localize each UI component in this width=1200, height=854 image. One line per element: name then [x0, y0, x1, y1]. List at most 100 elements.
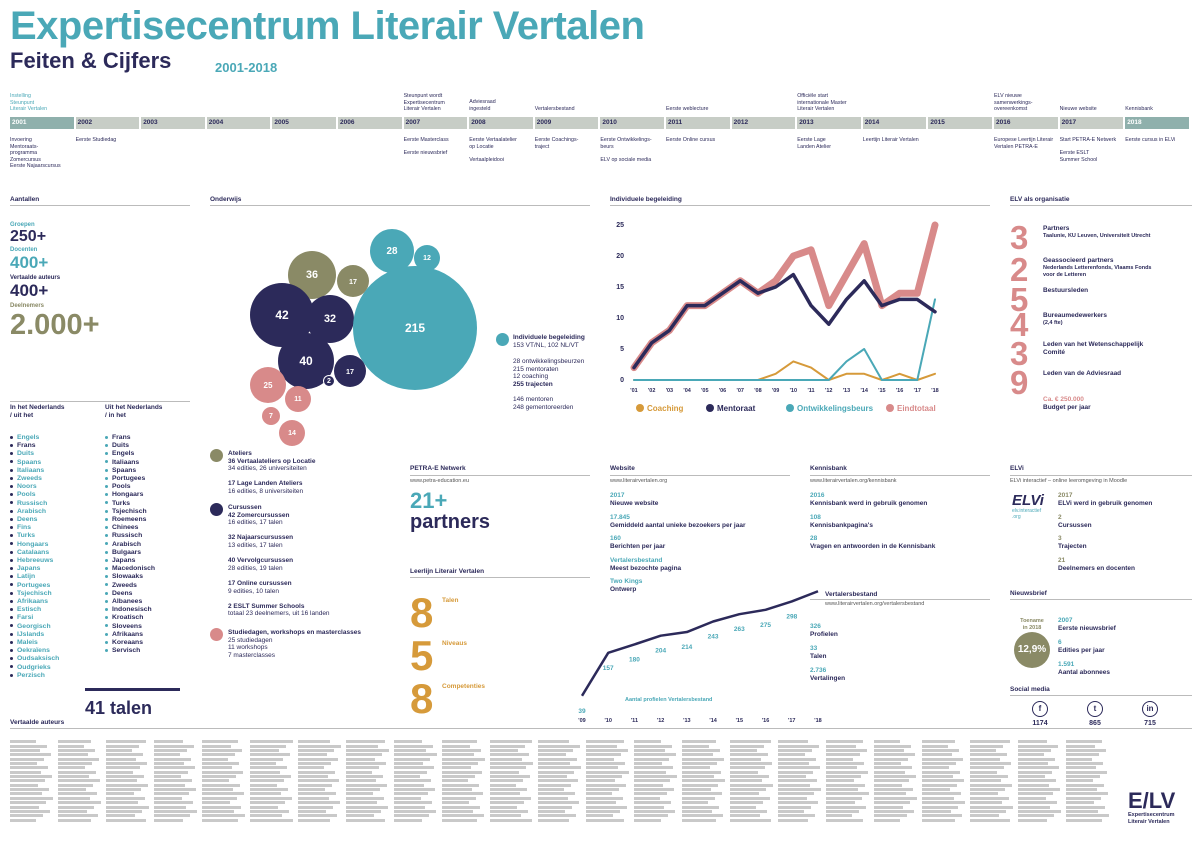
authors-column — [490, 739, 536, 849]
deelnemers-value: 2.000+ — [10, 309, 100, 341]
language-item: Noors — [10, 483, 59, 491]
list-line: 40 Vervolgcursussen — [228, 557, 294, 565]
timeline-year: 2017 — [1059, 117, 1124, 129]
list-line: 255 trajecten — [513, 380, 553, 388]
language-item: Zweeds — [10, 475, 59, 483]
groepen-label: Groepen — [10, 222, 35, 228]
ib-sub: 153 VT/NL, 102 NL/VT — [513, 342, 579, 349]
bullet-icon — [10, 452, 13, 456]
stat-value: Two Kings — [610, 578, 643, 585]
language-item: Albanees — [105, 598, 155, 606]
author-name — [490, 762, 533, 766]
language-item: Russisch — [105, 532, 155, 540]
author-name — [778, 779, 817, 783]
bullet-icon — [10, 542, 13, 546]
author-name — [10, 775, 52, 779]
language-item: Arabisch — [105, 541, 155, 549]
author-name — [58, 809, 87, 813]
author-name — [394, 805, 425, 809]
author-name — [58, 779, 100, 783]
bullet-icon — [10, 509, 13, 513]
author-name — [442, 744, 470, 748]
list-line: 17 Online cursussen — [228, 579, 292, 587]
author-name — [874, 753, 915, 757]
language-label: Roemeens — [112, 516, 147, 524]
author-name — [106, 762, 147, 766]
author-name — [634, 805, 664, 809]
author-name — [490, 796, 531, 800]
language-item: Georgisch — [10, 623, 59, 631]
stat-label: Nieuwe website — [610, 500, 659, 507]
author-name — [1066, 779, 1093, 783]
author-name — [58, 740, 91, 744]
timeline-event-below: Leertijn Literair Vertalen — [862, 137, 919, 143]
author-name — [58, 783, 93, 787]
author-name — [970, 779, 1001, 783]
timeline-year: 2007 — [403, 117, 468, 129]
language-label: Noors — [17, 483, 37, 491]
author-name — [10, 814, 43, 818]
author-name — [490, 779, 523, 783]
author-name — [106, 766, 140, 770]
bubble: 25 — [250, 367, 286, 403]
author-name — [1018, 775, 1045, 779]
author-name — [682, 783, 718, 787]
author-name — [1066, 792, 1108, 796]
author-name — [682, 775, 714, 779]
author-name — [346, 757, 375, 761]
author-name — [442, 757, 485, 761]
author-name — [682, 749, 720, 753]
author-name — [202, 814, 245, 818]
author-name — [442, 775, 475, 779]
author-name — [874, 740, 900, 744]
language-label: Japans — [17, 565, 41, 573]
auteurs-label: Vertaalde auteurs — [10, 275, 61, 281]
language-item: Portugees — [10, 582, 59, 590]
author-name — [778, 775, 806, 779]
author-name — [10, 744, 47, 748]
author-name — [634, 762, 662, 766]
author-name — [58, 805, 94, 809]
kennisbank-heading: Kennisbank — [810, 465, 847, 472]
bullet-icon — [105, 484, 108, 488]
language-label: IJslands — [17, 630, 45, 638]
timeline-event-below: Eerste cursus in ELVi — [1125, 137, 1176, 143]
author-name — [826, 805, 866, 809]
list-line: 13 edities, 17 talen — [228, 541, 283, 549]
author-name — [874, 779, 909, 783]
author-name — [346, 796, 384, 800]
timeline-year: 2008 — [469, 117, 533, 129]
groepen-value: 250+ — [10, 228, 47, 245]
language-item: Pools — [10, 491, 59, 499]
bullet-icon — [10, 591, 13, 595]
author-name — [346, 788, 380, 792]
author-name — [970, 740, 1010, 744]
author-name — [730, 740, 771, 744]
profiles-line — [580, 590, 819, 697]
author-name — [634, 796, 660, 800]
author-name — [730, 757, 761, 761]
author-name — [298, 762, 331, 766]
social-count: 865 — [1089, 720, 1101, 727]
list-line: 42 Zomercursussen — [228, 511, 290, 519]
author-name — [250, 766, 287, 770]
elvi-logo-text: ELVi — [1012, 492, 1044, 509]
author-name — [970, 744, 1003, 748]
list-line: 9 edities, 10 talen — [228, 587, 279, 595]
author-name — [682, 796, 715, 800]
author-name — [922, 744, 948, 748]
list-line: 17 Lage Landen Ateliers — [228, 480, 303, 488]
author-name — [10, 788, 49, 792]
author-name — [298, 792, 336, 796]
author-name — [1066, 783, 1104, 787]
authors-column — [826, 739, 872, 849]
author-name — [634, 783, 663, 787]
stat-value: 2007 — [1058, 617, 1073, 624]
author-name — [1066, 753, 1099, 757]
author-name — [442, 749, 481, 753]
leerlijn-label: Competenties — [442, 683, 485, 690]
bullet-icon — [10, 575, 13, 579]
author-name — [202, 757, 228, 761]
author-name — [682, 818, 716, 822]
page-subtitle: Feiten & Cijfers — [10, 48, 172, 73]
